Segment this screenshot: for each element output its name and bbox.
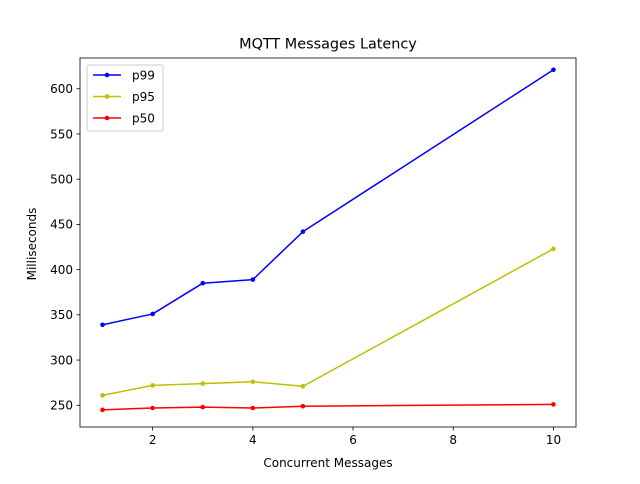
data-point-p95	[551, 246, 556, 252]
y-tick-label: 550	[50, 127, 73, 141]
data-point-p50	[551, 402, 556, 407]
data-point-p99	[200, 280, 206, 286]
series-p50	[100, 402, 556, 413]
data-point-p50	[100, 407, 105, 413]
data-point-p99	[300, 229, 306, 234]
legend-item-p99: p99	[93, 68, 155, 82]
legend-box	[86, 64, 164, 132]
x-tick-label: 2	[149, 433, 157, 447]
series-p99	[100, 67, 556, 328]
data-point-p50	[250, 405, 256, 411]
data-point-p99	[150, 311, 155, 317]
data-point-p50	[200, 404, 206, 410]
legend-item-p95: p95	[93, 90, 155, 104]
x-tick-label: 4	[249, 433, 257, 447]
chart-title: MQTT Messages Latency	[239, 37, 417, 53]
y-tick-label: 300	[50, 353, 73, 367]
x-tick-label: 8	[449, 433, 457, 447]
data-point-p95	[150, 383, 155, 388]
legend-swatch-marker	[104, 72, 110, 78]
legend-swatch-marker	[104, 115, 110, 121]
data-point-p50	[150, 405, 155, 411]
plot-area: 2 4 6 8 10 250 300 350 400 450 500 550 600 p99 p95 p50	[50, 57, 577, 447]
series-p95	[100, 246, 556, 398]
legend-label: p99	[132, 68, 155, 82]
y-tick-label: 600	[50, 82, 73, 96]
y-tick-label: 250	[50, 399, 73, 413]
series-line-p95	[101, 247, 555, 397]
series-line-p99	[101, 68, 555, 326]
data-point-p99	[551, 67, 556, 73]
legend: p99 p95 p50	[86, 64, 164, 132]
series-line-p50	[101, 403, 555, 411]
y-tick-label: 500	[50, 172, 73, 186]
x-tick-label: 10	[546, 433, 561, 447]
data-point-p50	[300, 403, 306, 409]
legend-swatch-marker	[104, 94, 110, 99]
data-point-p95	[100, 393, 105, 398]
y-tick-label: 400	[50, 263, 73, 277]
data-point-p99	[250, 277, 256, 282]
data-point-p95	[250, 379, 256, 385]
data-point-p95	[200, 381, 206, 386]
legend-item-p50: p50	[93, 111, 155, 125]
x-axis-label: Concurrent Messages	[263, 456, 392, 470]
y-tick-label: 350	[50, 308, 73, 322]
data-point-p99	[100, 322, 105, 328]
y-axis-label: Milliseconds	[25, 208, 39, 281]
y-tick-label: 450	[50, 218, 73, 232]
data-point-p95	[300, 384, 306, 389]
axes-frame	[79, 57, 577, 428]
legend-label: p50	[132, 111, 155, 125]
legend-label: p95	[132, 90, 155, 104]
x-tick-label: 6	[349, 433, 357, 447]
